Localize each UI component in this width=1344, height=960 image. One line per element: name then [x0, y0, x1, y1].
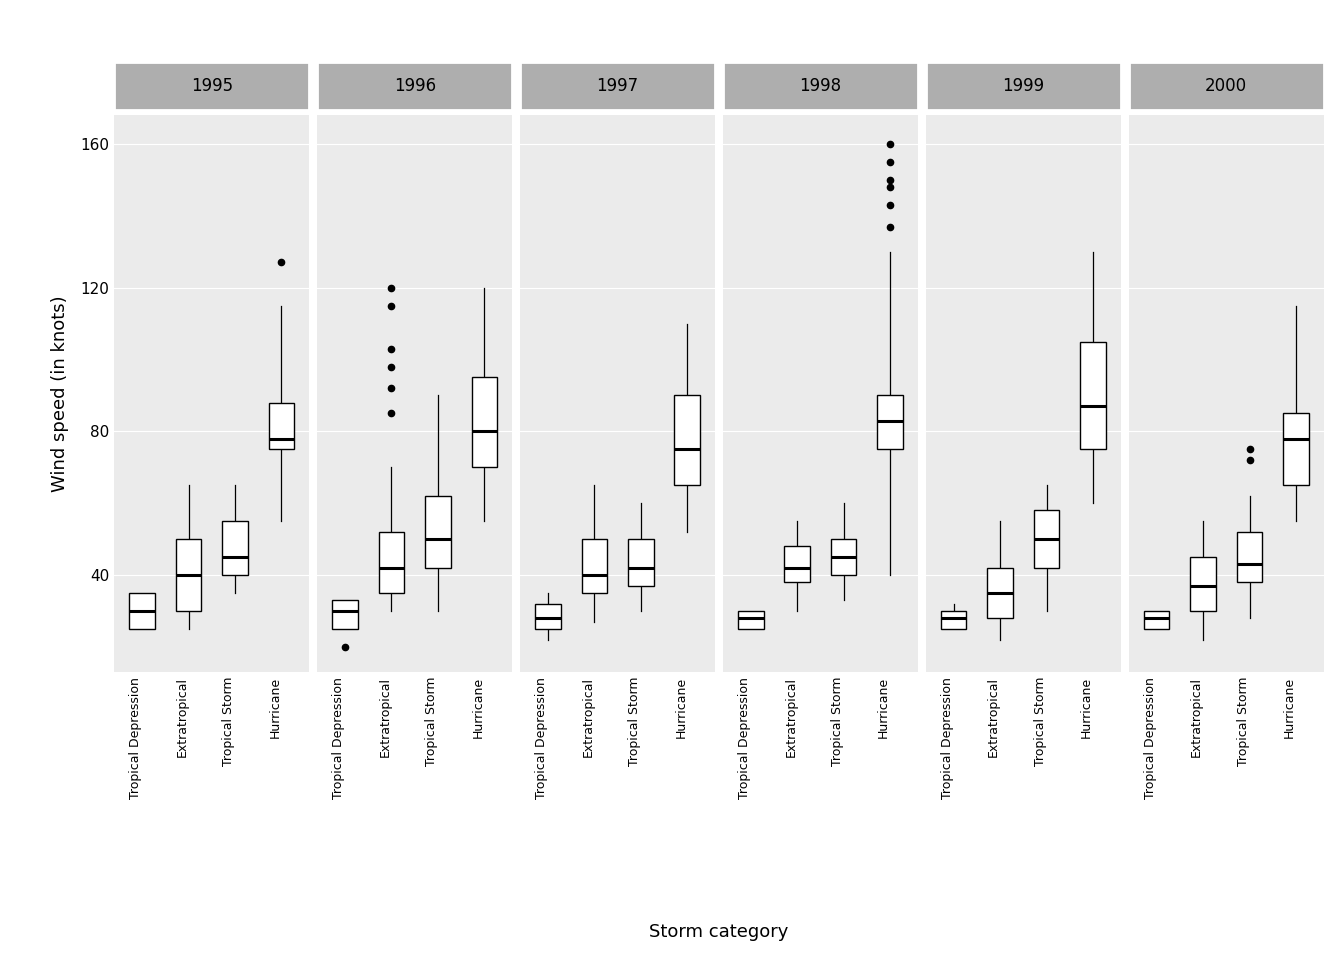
Text: Hurricane: Hurricane	[1081, 677, 1093, 738]
Bar	[675, 396, 700, 485]
Text: Extratropical: Extratropical	[785, 677, 797, 756]
Bar	[222, 521, 247, 575]
Text: Tropical Storm: Tropical Storm	[1236, 677, 1250, 766]
Bar	[332, 600, 358, 629]
Bar	[988, 567, 1013, 618]
Bar	[1236, 532, 1262, 582]
Bar	[425, 496, 450, 567]
Bar	[628, 540, 653, 586]
Text: Tropical Depression: Tropical Depression	[1144, 677, 1157, 799]
Bar	[582, 540, 607, 593]
Text: Tropical Storm: Tropical Storm	[222, 677, 235, 766]
Text: Hurricane: Hurricane	[472, 677, 484, 738]
Bar	[269, 402, 294, 449]
Bar	[472, 377, 497, 468]
Text: 1995: 1995	[191, 78, 233, 95]
Text: Hurricane: Hurricane	[675, 677, 687, 738]
Bar	[738, 611, 763, 629]
Text: Extratropical: Extratropical	[582, 677, 594, 756]
Text: Hurricane: Hurricane	[1284, 677, 1296, 738]
Bar	[785, 546, 810, 582]
Text: 2000: 2000	[1206, 78, 1247, 95]
Text: Extratropical: Extratropical	[986, 677, 1000, 756]
Bar	[1284, 414, 1309, 485]
Text: 1999: 1999	[1003, 78, 1044, 95]
Text: Tropical Depression: Tropical Depression	[129, 677, 142, 799]
Bar	[1034, 511, 1059, 567]
Text: Tropical Storm: Tropical Storm	[831, 677, 844, 766]
Text: Tropical Depression: Tropical Depression	[332, 677, 345, 799]
Text: Tropical Storm: Tropical Storm	[628, 677, 641, 766]
Text: Extratropical: Extratropical	[1189, 677, 1203, 756]
Bar	[176, 540, 202, 611]
Y-axis label: Wind speed (in knots): Wind speed (in knots)	[51, 296, 70, 492]
Text: Hurricane: Hurricane	[269, 677, 281, 738]
Bar	[941, 611, 966, 629]
Bar	[831, 540, 856, 575]
Text: Tropical Depression: Tropical Depression	[738, 677, 751, 799]
Bar	[878, 396, 903, 449]
Text: Tropical Depression: Tropical Depression	[941, 677, 954, 799]
Text: Tropical Storm: Tropical Storm	[1034, 677, 1047, 766]
Text: 1998: 1998	[800, 78, 841, 95]
Text: Hurricane: Hurricane	[878, 677, 890, 738]
Text: Storm category: Storm category	[649, 923, 789, 941]
Bar	[129, 593, 155, 629]
Bar	[379, 532, 405, 593]
Text: Tropical Depression: Tropical Depression	[535, 677, 548, 799]
Text: Extratropical: Extratropical	[379, 677, 391, 756]
Bar	[1081, 342, 1106, 449]
Text: 1997: 1997	[597, 78, 638, 95]
Bar	[1191, 557, 1216, 611]
Text: 1996: 1996	[394, 78, 435, 95]
Bar	[535, 604, 560, 629]
Text: Extratropical: Extratropical	[176, 677, 188, 756]
Bar	[1144, 611, 1169, 629]
Text: Tropical Storm: Tropical Storm	[425, 677, 438, 766]
